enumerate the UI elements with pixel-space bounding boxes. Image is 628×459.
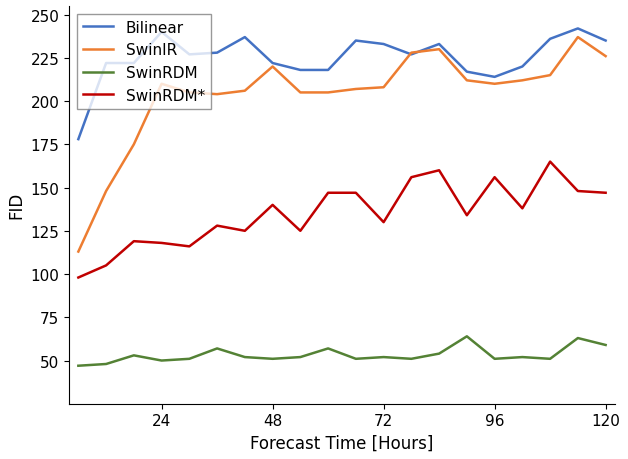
Bilinear [546,37,554,43]
SwinRDM* [102,263,110,269]
Bilinear [519,65,526,70]
SwinRDM* [574,189,582,194]
SwinRDM [241,354,249,360]
SwinIR [214,92,221,98]
SwinIR [130,142,138,148]
SwinRDM* [491,175,499,180]
SwinIR [435,47,443,53]
SwinIR [574,35,582,41]
SwinRDM* [158,241,165,246]
Bilinear [75,137,82,143]
Bilinear [491,75,499,80]
SwinIR [324,90,332,96]
SwinRDM [158,358,165,364]
SwinRDM [296,354,304,360]
Bilinear [296,68,304,73]
SwinRDM [491,356,499,362]
SwinRDM [269,356,276,362]
Bilinear [574,27,582,32]
Bilinear [241,35,249,41]
SwinRDM [546,356,554,362]
Bilinear [158,30,165,36]
Line: SwinRDM: SwinRDM [78,336,605,366]
SwinIR [491,82,499,87]
SwinRDM* [75,275,82,280]
SwinIR [546,73,554,79]
SwinIR [241,89,249,94]
Bilinear [602,39,609,44]
Bilinear [380,42,387,48]
SwinRDM [408,356,415,362]
SwinIR [75,249,82,255]
SwinRDM* [463,213,470,218]
SwinIR [380,85,387,91]
Legend: Bilinear, SwinIR, SwinRDM, SwinRDM*: Bilinear, SwinIR, SwinRDM, SwinRDM* [77,15,211,110]
SwinIR [102,189,110,194]
SwinIR [352,87,360,93]
Y-axis label: FID: FID [7,192,25,219]
SwinRDM* [130,239,138,244]
Bilinear [102,61,110,67]
Bilinear [324,68,332,73]
SwinRDM [519,354,526,360]
Bilinear [130,61,138,67]
SwinIR [269,65,276,70]
SwinIR [602,54,609,60]
SwinRDM* [241,229,249,234]
SwinRDM* [380,220,387,225]
SwinRDM [130,353,138,358]
SwinRDM [352,356,360,362]
SwinRDM* [269,203,276,208]
SwinRDM* [352,190,360,196]
SwinRDM [214,346,221,352]
SwinRDM [463,334,470,339]
SwinRDM* [408,175,415,180]
SwinRDM [602,342,609,348]
SwinRDM [102,361,110,367]
Bilinear [186,52,193,58]
SwinRDM* [435,168,443,174]
SwinIR [519,78,526,84]
Bilinear [269,61,276,67]
SwinIR [408,51,415,56]
SwinRDM [435,351,443,357]
SwinIR [296,90,304,96]
SwinRDM* [296,229,304,234]
Line: SwinRDM*: SwinRDM* [78,162,605,278]
Line: Bilinear: Bilinear [78,29,605,140]
Line: SwinIR: SwinIR [78,38,605,252]
SwinRDM* [324,190,332,196]
Bilinear [463,70,470,75]
SwinRDM [574,336,582,341]
X-axis label: Forecast Time [Hours]: Forecast Time [Hours] [251,434,434,452]
SwinRDM* [186,244,193,250]
SwinIR [463,78,470,84]
SwinRDM* [602,190,609,196]
Bilinear [435,42,443,48]
Bilinear [408,52,415,58]
Bilinear [214,51,221,56]
SwinRDM [186,356,193,362]
SwinRDM [75,363,82,369]
SwinRDM* [214,224,221,229]
SwinIR [186,90,193,96]
SwinRDM* [546,160,554,165]
Bilinear [352,39,360,44]
SwinRDM [324,346,332,352]
SwinIR [158,82,165,87]
SwinRDM [380,354,387,360]
SwinRDM* [519,206,526,212]
